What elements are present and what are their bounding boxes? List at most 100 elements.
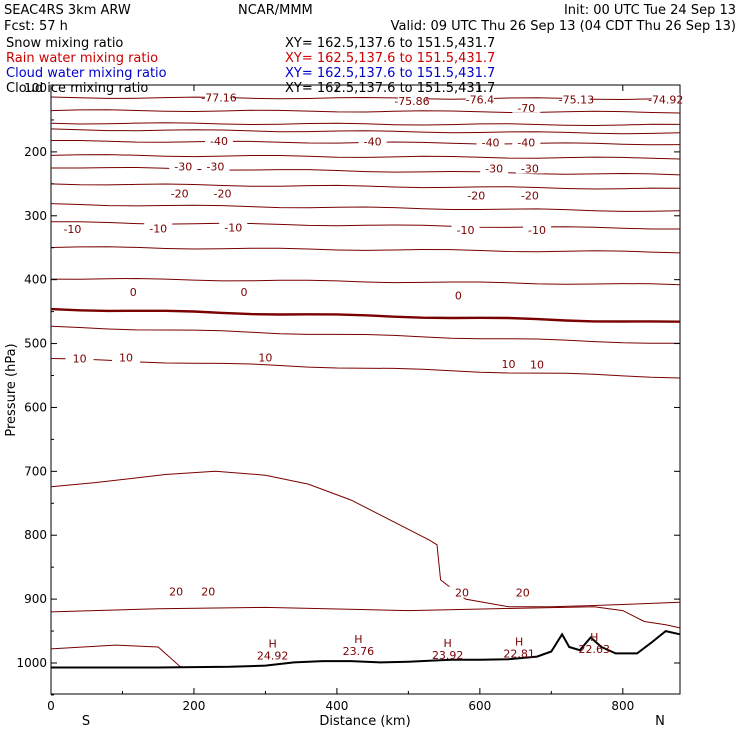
contour-label-bg (165, 187, 194, 199)
contour-label: -20 (171, 187, 189, 200)
contour-label: -75.13 (559, 94, 594, 107)
y-tick-label: 700 (24, 464, 47, 478)
high-value: 22.63 (578, 643, 610, 656)
contour-label-bg (194, 585, 223, 597)
init-time: Init: 00 UTC Tue 24 Sep 13 (564, 3, 736, 18)
isotherm-25 (50, 644, 185, 668)
contour-label-bg (169, 160, 198, 172)
institution-label: NCAR/MMM (238, 3, 313, 18)
terrain-profile (51, 630, 681, 669)
x-tick-label: 200 (183, 699, 206, 713)
contour-label-bg (447, 586, 476, 598)
y-tick-label: 900 (24, 592, 47, 606)
isotherm-5 (50, 325, 680, 344)
contour-label-bg (476, 136, 505, 148)
contour-label: -20 (214, 187, 232, 200)
contour-label-bg (465, 93, 494, 105)
contour-label-bg (119, 285, 148, 297)
contour-label: -30 (174, 161, 192, 174)
contour-label: 10 (501, 358, 515, 371)
contour-label: -10 (528, 224, 546, 237)
high-marker: H (515, 636, 523, 649)
contour-label-bg (144, 222, 173, 234)
contour-label: 10 (73, 352, 87, 365)
contour-label-bg (515, 162, 544, 174)
legend: Snow mixing ratio XY= 162.5,137.6 to 151.… (6, 36, 495, 96)
isotherm-m5 (50, 277, 681, 286)
legend-label: Cloud water mixing ratio (6, 66, 167, 81)
legend-xy: XY= 162.5,137.6 to 151.5,431.7 (285, 81, 495, 96)
contour-label: 0 (240, 286, 247, 299)
contour-label-bg (512, 101, 541, 113)
high-value: 23.76 (343, 645, 375, 658)
contour-label-bg (251, 351, 280, 363)
north-label: N (655, 714, 665, 729)
contour-label: -10 (224, 221, 242, 234)
contour-label: -70 (517, 102, 535, 115)
contour-label: 20 (455, 587, 469, 600)
contour-label: -40 (517, 136, 535, 149)
contour-label-bg (508, 586, 537, 598)
isotherm-m30 (51, 166, 681, 176)
isotherm-15 (50, 470, 681, 608)
south-label: S (82, 714, 90, 729)
high-marker: H (444, 637, 452, 650)
high-value: 22.81 (503, 648, 535, 661)
contour-label-bg (494, 358, 523, 369)
contour-label-bg (229, 285, 258, 297)
contour-label-bg (201, 160, 230, 172)
y-tick-label: 300 (24, 209, 47, 223)
forecast-hour: Fcst: 57 h (4, 19, 68, 34)
contour-label: -10 (149, 223, 167, 236)
contour-label-bg (515, 189, 544, 201)
contour-label: 0 (455, 290, 462, 303)
contour-label-bg (65, 352, 94, 364)
isotherm-m25 (50, 183, 681, 190)
contour-label: -40 (210, 135, 228, 148)
contour-label-bg (219, 221, 248, 233)
contour-label-bg (208, 187, 237, 199)
contour-label-bg (204, 91, 233, 103)
contour-label: -74.92 (648, 94, 683, 107)
axes: 0 200 400 600 800200300400500600700800900100… (16, 81, 680, 713)
high-value: 24.92 (257, 649, 289, 662)
experiment-label: SEAC4RS 3km ARW (4, 3, 131, 18)
contour-label: -20 (521, 189, 539, 202)
contour-label: -30 (521, 163, 539, 176)
y-axis-label: Pressure (hPa) (4, 343, 19, 436)
contour-label: -40 (364, 136, 382, 149)
terrain-line (51, 630, 681, 669)
y-tick-label: 400 (24, 273, 47, 287)
contour-label: 10 (258, 352, 272, 365)
contour-label: -30 (206, 161, 224, 174)
isotherm-m35 (50, 154, 681, 160)
contour-label-bg (462, 189, 491, 201)
legend-label: Rain water mixing ratio (6, 51, 158, 66)
isotherm-10 (50, 358, 681, 379)
y-tick-label-partial: 100 (24, 81, 47, 95)
valid-time: Valid: 09 UTC Thu 26 Sep 13 (04 CDT Thu … (391, 19, 736, 34)
contour-label-bg (523, 358, 552, 370)
contour-label: 10 (119, 352, 133, 365)
contour-label-bg (58, 223, 87, 235)
contour-label: 10 (530, 359, 544, 372)
isotherm-m60 (50, 109, 681, 114)
contour-label: -30 (485, 163, 503, 176)
y-tick-label: 600 (24, 400, 47, 414)
contour-label-bg (523, 223, 552, 235)
x-axis-label: Distance (km) (319, 714, 410, 729)
legend-xy: XY= 162.5,137.6 to 151.5,431.7 (285, 66, 495, 81)
isotherm-m10 (50, 246, 681, 254)
isotherm-m50 (50, 122, 681, 127)
contour-label: -76.4 (466, 94, 494, 107)
x-tick-label: 800 (611, 699, 634, 713)
legend-xy: XY= 162.5,137.6 to 151.5,431.7 (285, 51, 495, 66)
y-tick-label: 500 (24, 337, 47, 351)
y-tick-label: 800 (24, 528, 47, 542)
y-tick-label: 1000 (16, 656, 47, 670)
isotherm-0 (50, 307, 681, 323)
x-tick-label: 0 (47, 699, 55, 713)
contour-label: -10 (457, 224, 475, 237)
